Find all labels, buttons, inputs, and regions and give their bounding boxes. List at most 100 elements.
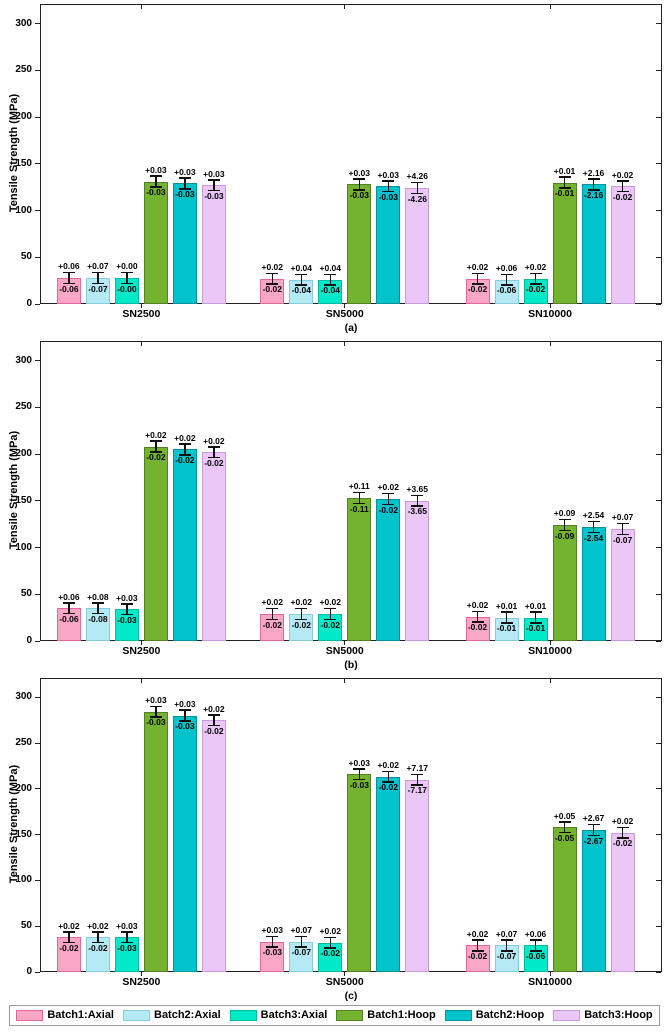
y-tick-right [656, 925, 661, 927]
bar-label-plus: +0.03 [377, 169, 400, 180]
legend-label: Batch3:Axial [260, 1009, 328, 1021]
legend-label: Batch2:Hoop [475, 1009, 545, 1021]
error-bar-cap-bottom [471, 283, 484, 285]
error-bar-cap-bottom [266, 618, 279, 621]
bar-label-plus: +0.02 [58, 920, 80, 931]
x-tick-bottom [140, 304, 142, 308]
y-tick-right [656, 453, 661, 455]
legend-label: Batch1:Hoop [367, 1009, 436, 1021]
error-bar-cap-top [178, 177, 191, 179]
error-bar-whisker [213, 715, 215, 725]
bar [347, 184, 372, 304]
error-bar-cap-top [207, 446, 220, 448]
error-bar-cap-top [411, 494, 424, 497]
error-bar-cap-top [471, 272, 484, 275]
error-bar-cap-bottom [529, 283, 542, 285]
y-tick-label: 150 [15, 494, 32, 506]
bar-label-minus: -0.06 [496, 285, 517, 296]
error-bar-whisker [416, 496, 419, 506]
bar [172, 715, 197, 972]
bar [552, 827, 577, 972]
error-bar-cap-bottom [207, 724, 220, 727]
bar-label-plus: +2.67 [582, 813, 605, 824]
error-bar-whisker [271, 274, 274, 284]
bar [143, 181, 168, 304]
bar-label-plus: +2.16 [582, 167, 605, 178]
error-bar-cap-top [295, 607, 308, 610]
bar-label-minus: -0.02 [262, 619, 282, 630]
y-tick-label: 50 [20, 920, 32, 932]
bar [201, 452, 226, 641]
bar-label-plus: +0.02 [611, 816, 634, 827]
bar-label-minus: -0.02 [525, 284, 546, 295]
error-bar-cap-top [411, 181, 424, 184]
y-tick-right [656, 406, 661, 408]
error-bar-cap-top [587, 178, 600, 180]
bar-label-minus: -0.02 [378, 782, 398, 793]
error-bar-whisker [387, 181, 390, 191]
y-tick-label: 300 [15, 354, 32, 366]
bar-label-plus: +3.65 [406, 484, 429, 495]
bar-label-minus: -0.02 [262, 284, 282, 295]
bar [85, 608, 110, 641]
y-tick-right [656, 360, 661, 362]
y-tick-label: 200 [15, 448, 32, 460]
x-tick-top [549, 342, 551, 346]
y-tick-label: 250 [15, 401, 32, 413]
error-bar-whisker [621, 181, 624, 191]
error-bar-whisker [271, 609, 274, 619]
bar-label-minus: -0.02 [467, 622, 488, 633]
bar-label-plus: +0.06 [58, 261, 80, 272]
error-bar-cap-top [471, 610, 484, 613]
error-bar-whisker [126, 273, 128, 283]
error-bar-whisker [592, 522, 595, 532]
error-bar-whisker [358, 769, 361, 779]
error-bar-cap-bottom [587, 834, 600, 837]
error-bar-cap-bottom [324, 947, 337, 949]
error-bar-cap-top [353, 768, 366, 770]
x-tick-bottom [140, 972, 142, 976]
y-tick-right [656, 742, 661, 744]
y-tick-left [35, 210, 40, 212]
bar-label-plus: +0.02 [145, 429, 167, 440]
x-tick-label: SN2500 [122, 308, 161, 320]
legend-label: Batch2:Axial [154, 1009, 221, 1021]
error-bar-cap-top [500, 939, 513, 941]
x-tick-top [549, 5, 551, 9]
error-bar-whisker [68, 273, 70, 283]
error-bar-cap-bottom [411, 192, 424, 195]
error-bar-cap-top [382, 492, 395, 495]
error-bar-whisker [68, 932, 70, 942]
bar-label-minus: -0.03 [117, 942, 137, 953]
error-bar-cap-bottom [91, 612, 104, 615]
error-bar-whisker [358, 493, 361, 503]
error-bar-cap-bottom [266, 283, 279, 285]
bar-label-plus: +0.03 [348, 757, 371, 768]
x-tick-bottom [140, 641, 142, 645]
error-bar-cap-top [558, 176, 571, 178]
panel-caption: (c) [344, 990, 358, 1002]
y-tick-left [35, 406, 40, 408]
bar [405, 188, 430, 304]
bar-label-minus: -0.06 [59, 283, 79, 294]
x-tick-label: SN5000 [325, 308, 364, 320]
bar-label-plus: +0.01 [495, 600, 518, 611]
bar-label-minus: -0.02 [146, 452, 166, 463]
bar [405, 779, 430, 972]
error-bar-cap-bottom [353, 189, 366, 191]
bar-label-minus: -0.02 [320, 948, 340, 959]
bar [143, 446, 168, 641]
y-tick-left [35, 742, 40, 744]
error-bar-cap-bottom [500, 284, 513, 286]
error-bar-cap-top [295, 273, 308, 276]
y-tick-left [35, 879, 40, 881]
error-bar-cap-bottom [411, 505, 424, 507]
y-tick-right [656, 640, 661, 642]
error-bar-cap-bottom [558, 187, 571, 189]
y-tick-right [656, 210, 661, 212]
error-bar-cap-bottom [178, 720, 191, 722]
bar-label-minus: -0.09 [554, 530, 575, 541]
panel-caption: (b) [344, 659, 358, 671]
bar [376, 186, 401, 304]
bar [201, 720, 226, 972]
